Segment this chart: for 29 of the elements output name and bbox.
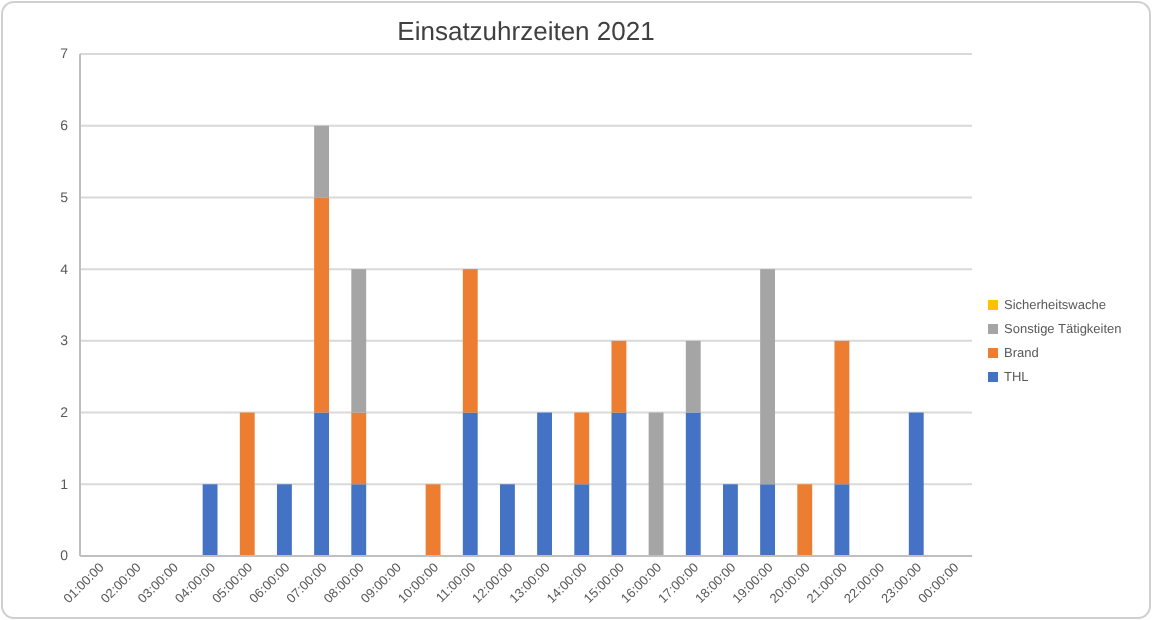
bar bbox=[648, 412, 664, 556]
bar bbox=[611, 412, 627, 556]
bar bbox=[722, 484, 738, 556]
bar bbox=[425, 484, 441, 556]
bar bbox=[834, 484, 850, 556]
bar bbox=[908, 412, 924, 556]
bar bbox=[685, 340, 701, 413]
bar bbox=[314, 412, 330, 556]
bar bbox=[797, 484, 813, 556]
bar bbox=[351, 484, 367, 556]
bar bbox=[314, 125, 330, 198]
bar bbox=[202, 484, 218, 556]
bar bbox=[685, 412, 701, 556]
bar bbox=[574, 412, 590, 485]
bar bbox=[834, 340, 850, 485]
bar bbox=[351, 412, 367, 485]
bar bbox=[760, 269, 776, 485]
bar bbox=[276, 484, 292, 556]
bar bbox=[314, 197, 330, 413]
bar bbox=[462, 269, 478, 413]
bar bbox=[760, 484, 776, 556]
bar bbox=[537, 412, 553, 556]
bar bbox=[611, 340, 627, 413]
bar bbox=[499, 484, 515, 556]
bar bbox=[574, 484, 590, 556]
bar bbox=[239, 412, 255, 556]
bar bbox=[462, 412, 478, 556]
bar bbox=[351, 269, 367, 413]
chart-title: Einsatzuhrzeiten 2021 bbox=[397, 16, 655, 46]
